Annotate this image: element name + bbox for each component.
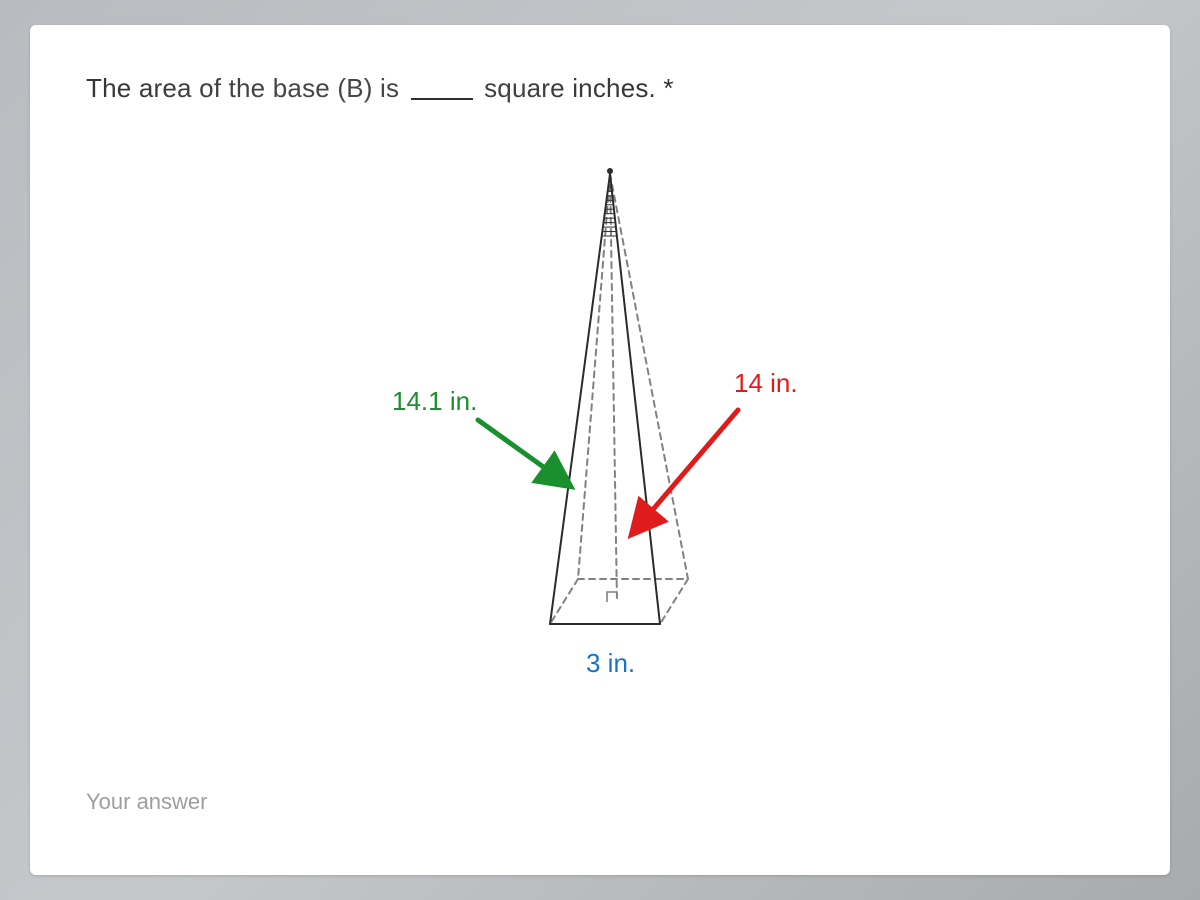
question-suffix: square inches. * xyxy=(477,73,674,103)
question-card: The area of the base (B) is square inche… xyxy=(30,25,1170,875)
question-prefix: The area of the base (B) is xyxy=(86,73,407,103)
question-text: The area of the base (B) is square inche… xyxy=(86,73,1114,104)
pyramid-diagram: 14.1 in. 14 in. 3 in. xyxy=(86,114,1114,694)
base-edge-label: 3 in. xyxy=(586,648,635,679)
answer-input-placeholder[interactable]: Your answer xyxy=(86,789,207,815)
fill-in-blank[interactable] xyxy=(411,98,473,100)
slant-height-label: 14.1 in. xyxy=(392,386,477,417)
height-label: 14 in. xyxy=(734,368,798,399)
